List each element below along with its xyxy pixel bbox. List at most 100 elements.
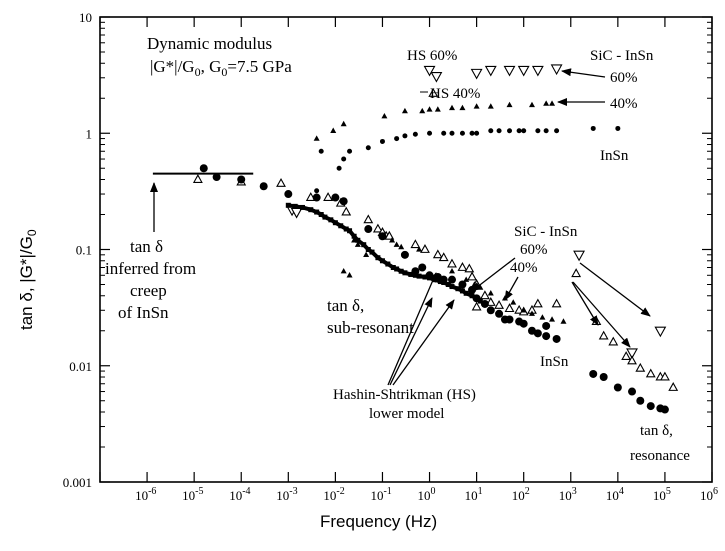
x-tick-exp: -2 [336,486,344,497]
data-point-square-filled-line [347,228,353,234]
data-point-inverted-triangle-open [517,65,530,77]
data-point-circle-filled [542,332,551,341]
data-point-triangle-filled [419,107,426,114]
annotation-resonance-line1: tan δ, [640,423,673,439]
data-point-square-filled-line [369,249,375,255]
x-tick-exp: 1 [478,486,483,497]
arrow-hashin-1 [387,272,437,386]
x-tick-base: 10 [370,488,383,503]
x-tick-exp: -4 [242,486,250,497]
data-point-triangle-open [627,355,637,365]
annotation-creep-line4: of InSn [118,303,169,322]
data-point-circle-filled [378,232,387,241]
data-point-circle-filled [199,164,208,173]
annotation-insn-top: InSn [600,148,629,164]
data-point-triangle-filled [520,307,527,313]
data-point-square-filled-line [390,265,396,271]
data-point-square-filled-line [437,279,443,285]
data-point-triangle-filled [448,104,455,111]
x-tick-label: 10-5 [182,486,203,503]
x-tick-base: 10 [465,488,478,503]
x-tick-exp: 5 [666,486,671,497]
data-point-triangle-open [598,330,609,340]
y-tick-label: 0.1 [76,243,92,258]
data-point-circle-filled [341,156,347,162]
arrow-hashin-3 [392,299,455,386]
data-point-triangle-filled [416,246,423,252]
data-point-square-filled-line [328,217,334,223]
y-tick-label: 1 [86,126,93,141]
data-point-triangle-open [341,206,352,216]
data-point-triangle-filled [549,100,556,106]
y-axis-title-sub: 0 [25,229,39,236]
axis-ticks [99,16,713,483]
data-point-inverted-triangle-open [550,64,563,76]
data-point-triangle-open [420,244,430,253]
data-point-triangle-open [467,271,477,281]
data-point-triangle-open [621,351,632,360]
data-point-circle-filled [441,130,447,136]
arrow-sic-60 [561,68,606,78]
data-point-triangle-open [551,298,562,308]
data-point-triangle-filled [363,251,370,257]
data-point-triangle-filled [549,316,556,322]
x-tick-exp: 2 [525,486,530,497]
arrow-res-60 [579,262,651,317]
data-point-square-filled-line [445,281,451,287]
data-point-square-filled-line [427,275,433,281]
data-point-circle-filled [314,188,320,194]
data-point-circle-filled [496,128,502,134]
x-tick-base: 10 [182,488,195,503]
data-point-circle-filled [500,315,509,324]
arrow-hashin-2 [389,297,433,386]
x-tick-exp: 6 [713,486,718,497]
data-point-square-filled-line [332,220,338,226]
data-point-triangle-filled [473,103,480,109]
data-point-square-filled-line [459,288,465,294]
data-point-triangle-open [645,368,656,378]
data-point-circle-filled [418,263,427,272]
x-tick-base: 10 [135,488,148,503]
data-point-triangle-open [372,223,383,233]
annotation-resonance-line2: resonance [630,448,690,464]
data-point-triangle-filled [560,318,567,324]
annotation-subres-line2: sub-resonant [327,318,414,337]
annotation-sic-top-line3: 40% [610,96,638,112]
data-point-circle-filled [646,402,655,411]
x-tick-label: 104 [606,486,624,503]
x-tick-label: 10-6 [135,486,156,503]
annotation-creep-line2: inferred from [105,259,196,278]
y-tick-label: 10 [79,10,92,25]
data-point-circle-filled [495,309,504,318]
data-point-triangle-filled [539,314,546,320]
data-point-triangle-open [479,290,490,300]
data-point-square-filled-line [351,233,357,239]
data-point-square-filled-line [469,293,475,299]
data-point-square-filled-line [477,298,483,304]
x-tick-base: 10 [653,488,666,503]
data-point-square-filled-line [394,266,400,272]
data-point-circle-filled [590,125,596,131]
data-point-circle-filled [521,128,527,134]
data-point-circle-filled [449,130,455,136]
y-tick-labels: 0.001 0.01 0.1 1 10 [63,10,92,490]
x-tick-label: 10-4 [229,486,250,503]
data-point-circle-filled [402,133,408,139]
arrow-sic-mid-60 [471,257,516,292]
data-point-circle-filled [447,275,456,284]
x-tick-base: 10 [512,488,525,503]
data-point-triangle-filled [346,272,353,278]
data-point-square-filled-line [343,226,349,232]
data-point-square-filled-line [308,207,314,213]
data-point-circle-filled [379,138,385,144]
data-point-circle-filled [615,125,621,131]
data-point-triangle-open [494,300,505,309]
data-point-triangle-filled [543,100,550,106]
data-point-triangle-open [428,87,439,97]
data-point-triangle-filled [463,276,470,282]
data-point-square-filled-line [402,270,408,276]
data-point-circle-filled [519,319,528,328]
data-point-square-filled-line [463,290,469,296]
x-tick-base: 10 [559,488,572,503]
data-point-circle-filled [552,334,561,343]
